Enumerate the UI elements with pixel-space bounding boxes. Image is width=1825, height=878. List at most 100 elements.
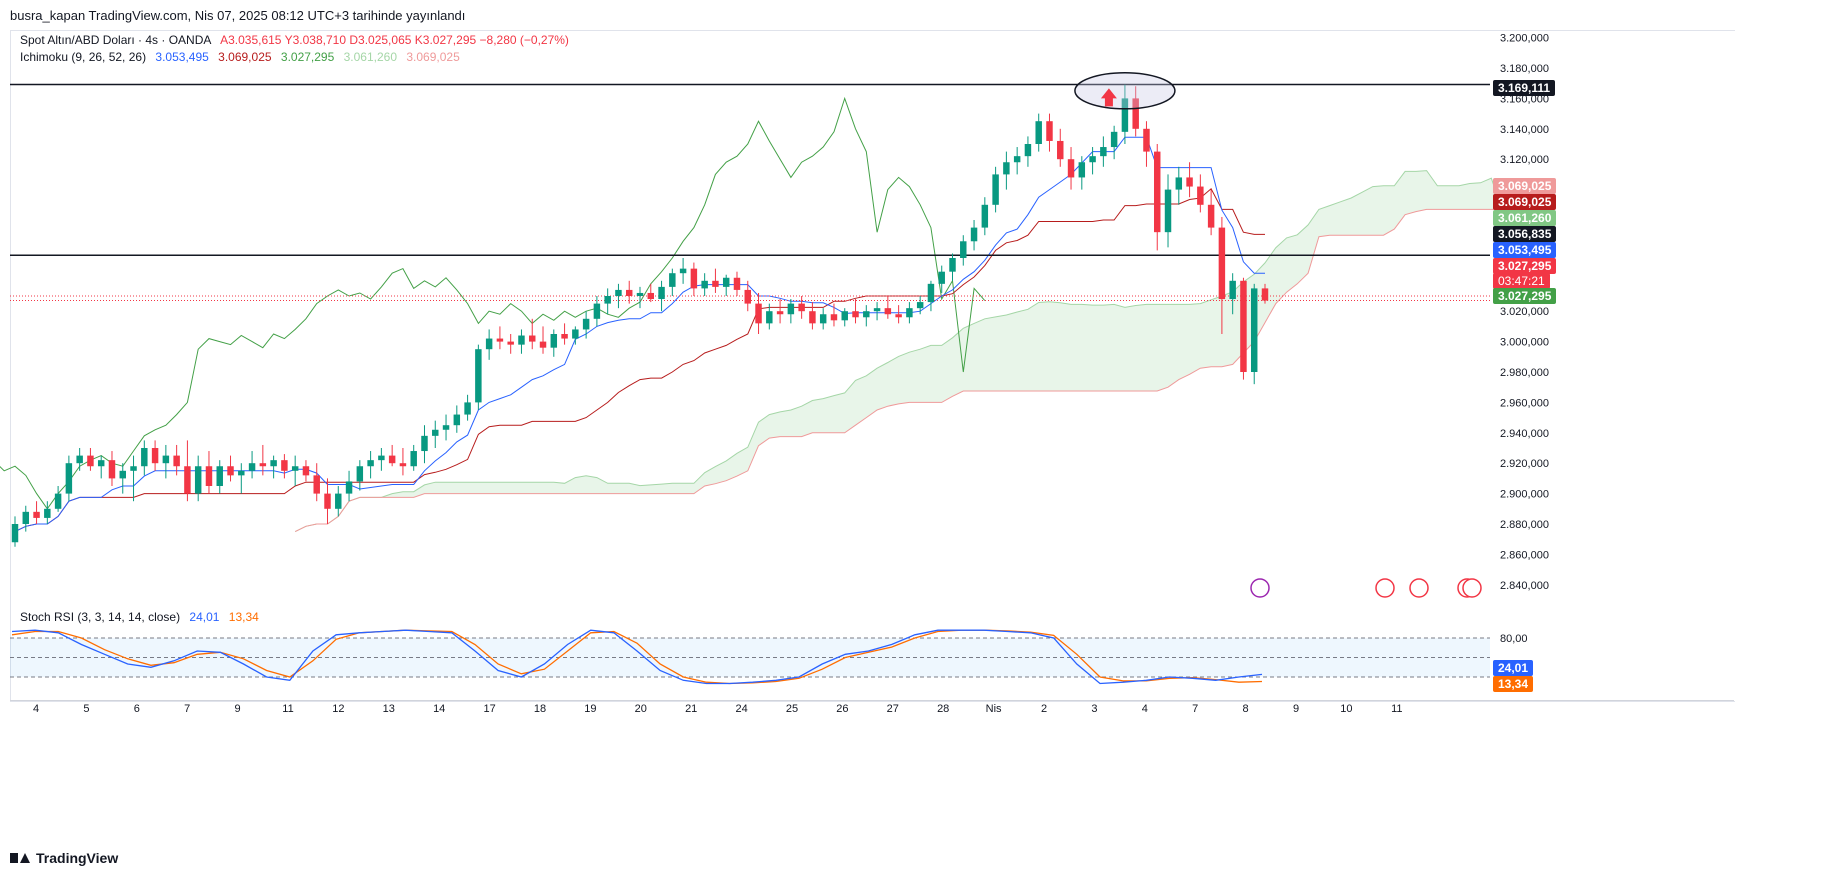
ichimoku-kijun-value: 3.069,025 — [218, 50, 272, 64]
candle-body — [604, 296, 611, 304]
rsi-label[interactable]: Stoch RSI (3, 3, 14, 14, close) — [20, 610, 181, 624]
candle-body — [464, 402, 471, 415]
close-value: 3.027,295 — [422, 33, 477, 47]
symbol-label[interactable]: Spot Altın/ABD Doları · 4s · OANDA — [20, 33, 211, 47]
candle-body — [227, 466, 234, 476]
time-axis-tick: 10 — [1340, 703, 1352, 715]
tenkan-badge: 3.053,495 — [1493, 242, 1557, 258]
candle-body — [453, 414, 461, 426]
candle-body — [744, 289, 751, 304]
chart-panel[interactable] — [10, 30, 1735, 702]
candle-body — [949, 258, 956, 272]
price-axis-tick: 3.180,000 — [1500, 63, 1549, 75]
candle-body — [1121, 98, 1129, 132]
time-axis-tick: 5 — [83, 703, 89, 715]
last-price-badge: 3.027,295 — [1493, 258, 1557, 274]
time-axis-tick: Nis — [986, 703, 1002, 715]
candle-body — [701, 280, 708, 289]
ichimoku-chikou-value: 3.027,295 — [280, 50, 335, 64]
candle-body — [33, 511, 40, 518]
time-axis-tick: 9 — [235, 703, 241, 715]
time-axis-tick: 19 — [584, 703, 596, 715]
candle-body — [1013, 156, 1021, 163]
change-value: −8,280 (−0,27%) — [479, 33, 569, 47]
candle-body — [1110, 131, 1118, 148]
senkou-span-a-line — [294, 170, 1546, 533]
candle-body — [141, 448, 148, 467]
price-axis-tick: 3.140,000 — [1500, 124, 1549, 136]
candle-body — [776, 311, 784, 315]
candle-body — [324, 493, 331, 509]
candle-body — [44, 508, 51, 518]
countdown-badge: 03:47:21 — [1493, 273, 1550, 289]
candle-body — [1046, 121, 1053, 141]
senkou-b-badge: 3.069,025 — [1493, 178, 1557, 194]
candle-body — [625, 289, 633, 296]
candle-body — [87, 455, 94, 467]
rsi-axis-tick: 80,00 — [1500, 633, 1528, 645]
open-value: 3.035,615 — [228, 33, 282, 47]
candle-body — [335, 493, 342, 509]
candle-body — [507, 341, 514, 345]
candle-body — [1100, 147, 1107, 157]
high-value: 3.038,710 — [292, 33, 347, 47]
candle-body — [1003, 162, 1010, 175]
time-axis-tick: 27 — [887, 703, 899, 715]
low-value: 3.025,065 — [358, 33, 412, 47]
candle-body — [345, 481, 353, 494]
time-axis-tick: 4 — [1142, 703, 1148, 715]
candle-body — [1143, 128, 1150, 152]
time-axis-tick: 9 — [1293, 703, 1299, 715]
candle-body — [22, 511, 30, 524]
price-axis-tick: 2.860,000 — [1500, 549, 1549, 561]
candle-body — [582, 318, 590, 330]
price-axis-tick: 3.200,000 — [1500, 33, 1549, 45]
candle-body — [1154, 151, 1161, 233]
us-flag-event-icon — [1462, 578, 1482, 598]
open-label: A — [220, 33, 229, 47]
footer-brand: TradingView — [36, 850, 119, 866]
tenkan-sen-line — [14, 136, 1265, 533]
candle-body — [669, 273, 676, 287]
ichimoku-label[interactable]: Ichimoku (9, 26, 52, 26) — [20, 50, 147, 64]
symbol-legend: Spot Altın/ABD Doları · 4s · OANDA A3.03… — [20, 33, 569, 47]
candle-body — [809, 311, 816, 324]
time-axis-tick: 28 — [937, 703, 949, 715]
candle-body — [432, 429, 439, 436]
ichimoku-span-a-value: 3.061,260 — [343, 50, 398, 64]
candle-body — [367, 460, 374, 467]
candle-body — [378, 455, 385, 461]
candle-body — [539, 341, 547, 348]
candle-body — [1132, 98, 1139, 129]
up-arrow-icon — [1100, 88, 1117, 107]
us-flag-event-icon — [1409, 578, 1429, 598]
price-axis-tick: 2.960,000 — [1500, 397, 1549, 409]
candle-body — [561, 334, 568, 339]
candle-body — [970, 227, 978, 242]
candle-body — [572, 329, 579, 339]
rsi-k-value: 24,01 — [189, 610, 220, 624]
candle-body — [1207, 204, 1215, 228]
price-axis-tick: 2.880,000 — [1500, 519, 1549, 531]
time-axis-tick: 24 — [735, 703, 747, 715]
candle-body — [485, 338, 493, 350]
candle-body — [151, 448, 159, 464]
candle-body — [981, 204, 989, 228]
time-axis-tick: 18 — [534, 703, 546, 715]
time-axis-tick: 6 — [134, 703, 140, 715]
candle-body — [863, 311, 870, 318]
candle-body — [1067, 159, 1075, 178]
price-axis-tick: 2.840,000 — [1500, 580, 1549, 592]
candle-body — [906, 308, 913, 318]
time-axis-tick: 11 — [1391, 703, 1402, 715]
candle-body — [1240, 280, 1247, 372]
candle-body — [722, 277, 730, 287]
candle-body — [205, 466, 213, 486]
time-axis-tick: 26 — [836, 703, 848, 715]
candle-body — [647, 292, 655, 300]
candle-body — [873, 308, 881, 312]
candle-body — [1250, 288, 1258, 372]
candle-body — [787, 303, 795, 315]
time-axis-tick: 20 — [635, 703, 647, 715]
